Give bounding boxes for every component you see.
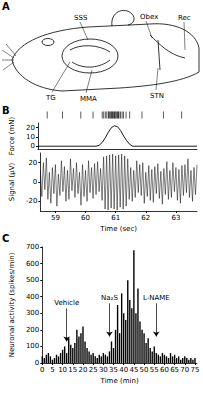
svg-text:20: 20 xyxy=(79,366,88,374)
svg-text:L-NAME: L-NAME xyxy=(143,294,170,302)
svg-text:Obex: Obex xyxy=(140,13,158,21)
svg-text:300: 300 xyxy=(26,309,39,317)
svg-text:63: 63 xyxy=(171,214,180,222)
svg-text:Rec: Rec xyxy=(178,14,191,22)
svg-text:55: 55 xyxy=(150,366,159,374)
svg-text:60: 60 xyxy=(160,366,169,374)
svg-text:Time (min): Time (min) xyxy=(100,377,139,385)
svg-text:Na₂S: Na₂S xyxy=(101,294,118,302)
svg-text:700: 700 xyxy=(26,243,39,251)
svg-text:0: 0 xyxy=(33,178,37,186)
svg-text:500: 500 xyxy=(26,276,39,284)
svg-text:60: 60 xyxy=(81,214,90,222)
svg-text:59: 59 xyxy=(51,214,60,222)
svg-text:25: 25 xyxy=(89,366,98,374)
svg-text:45: 45 xyxy=(129,366,138,374)
svg-text:10: 10 xyxy=(26,133,35,141)
svg-text:5: 5 xyxy=(50,366,54,374)
svg-text:0: 0 xyxy=(31,142,35,150)
svg-text:20: 20 xyxy=(28,159,37,167)
svg-text:65: 65 xyxy=(170,366,179,374)
svg-text:600: 600 xyxy=(26,260,39,268)
svg-text:Signal (µV): Signal (µV) xyxy=(8,163,16,202)
svg-text:C: C xyxy=(2,233,9,244)
svg-text:40: 40 xyxy=(119,366,128,374)
svg-text:15: 15 xyxy=(68,366,77,374)
svg-text:0: 0 xyxy=(40,366,44,374)
svg-text:B: B xyxy=(2,105,10,116)
svg-text:100: 100 xyxy=(26,342,39,350)
svg-text:10: 10 xyxy=(58,366,67,374)
svg-text:61: 61 xyxy=(111,214,120,222)
svg-text:0: 0 xyxy=(35,359,39,367)
svg-text:SSS: SSS xyxy=(74,14,88,22)
svg-text:Force (mN): Force (mN) xyxy=(8,116,16,155)
svg-text:A: A xyxy=(2,1,10,12)
svg-text:Neuronal activity (spikes/min): Neuronal activity (spikes/min) xyxy=(8,252,16,357)
svg-text:30: 30 xyxy=(99,366,108,374)
svg-text:-20: -20 xyxy=(26,197,37,205)
svg-text:Vehicle: Vehicle xyxy=(54,299,79,307)
svg-text:20: 20 xyxy=(26,124,35,132)
svg-text:62: 62 xyxy=(141,214,150,222)
svg-text:400: 400 xyxy=(26,293,39,301)
svg-text:MMA: MMA xyxy=(80,95,97,103)
svg-text:STN: STN xyxy=(150,92,164,100)
svg-text:70: 70 xyxy=(180,366,189,374)
svg-text:Time (sec): Time (sec) xyxy=(99,225,137,233)
svg-text:50: 50 xyxy=(140,366,149,374)
svg-text:35: 35 xyxy=(109,366,118,374)
svg-text:75: 75 xyxy=(191,366,200,374)
svg-text:200: 200 xyxy=(26,326,39,334)
svg-text:TG: TG xyxy=(45,94,56,102)
